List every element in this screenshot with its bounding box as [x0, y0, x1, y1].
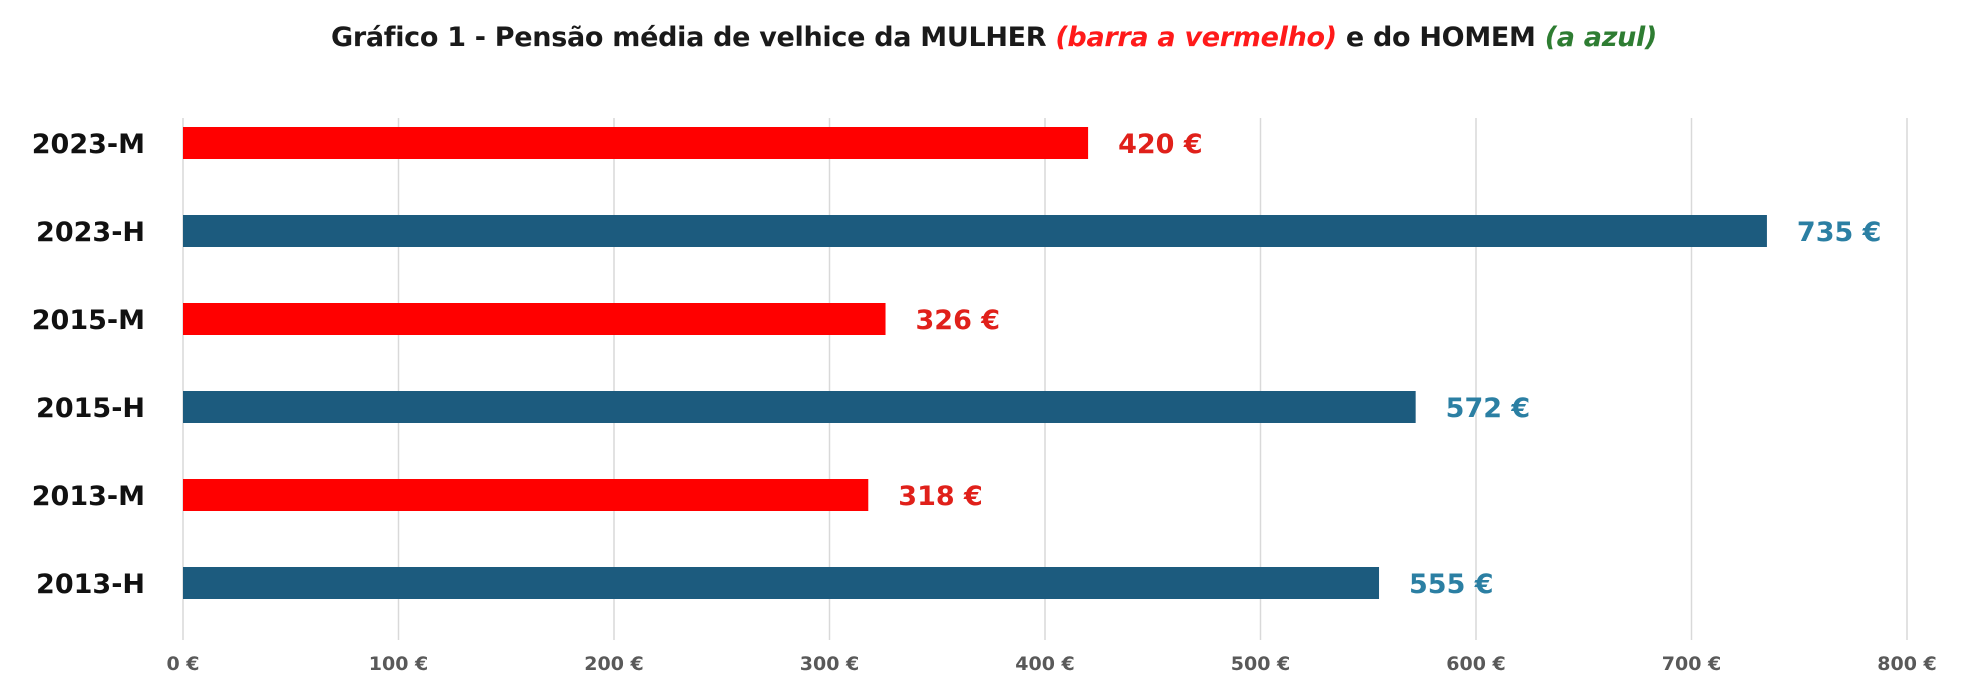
chart-title-homem-note: (a azul) — [1544, 22, 1658, 53]
chart-title: Gráfico 1 - Pensão média de velhice da M… — [0, 22, 1988, 53]
data-label: 555 € — [1409, 569, 1494, 600]
data-label: 572 € — [1446, 393, 1531, 424]
x-tick-label: 500 € — [1231, 653, 1291, 675]
category-label: 2023-M — [32, 129, 145, 160]
bars — [183, 127, 1767, 599]
x-tick-label: 300 € — [800, 653, 860, 675]
chart-title-mulher-note: (barra a vermelho) — [1055, 22, 1337, 53]
value-axis: 0 € 100 € 200 € 300 € 400 € 500 € 600 € 700 € 80… — [166, 653, 1936, 675]
chart-title-main: Gráfico 1 - Pensão média de velhice da M… — [330, 22, 1056, 53]
x-tick-label: 200 € — [584, 653, 644, 675]
data-label: 326 € — [916, 305, 1001, 336]
x-tick-label: 700 € — [1662, 653, 1722, 675]
data-label: 420 € — [1118, 129, 1203, 160]
bar-2023-m — [183, 127, 1089, 159]
x-tick-label: 400 € — [1015, 653, 1075, 675]
bar-2013-m — [183, 479, 869, 511]
bar-2023-h — [183, 215, 1767, 247]
category-label: 2013-H — [36, 569, 145, 600]
x-tick-label: 600 € — [1446, 653, 1506, 675]
gridlines — [182, 118, 1908, 640]
category-label: 2015-H — [36, 393, 145, 424]
bar-2013-h — [183, 567, 1380, 599]
category-label: 2023-H — [36, 217, 145, 248]
bar-2015-h — [183, 391, 1416, 423]
data-label: 318 € — [898, 481, 983, 512]
x-tick-label: 0 € — [166, 653, 199, 675]
chart-title-middle: e do HOMEM — [1336, 22, 1545, 53]
category-label: 2013-M — [32, 481, 145, 512]
x-tick-label: 800 € — [1877, 653, 1937, 675]
data-labels: 420 € 735 € 326 € 572 € 318 € 555 € — [898, 129, 1881, 600]
bar-2015-m — [183, 303, 886, 335]
category-axis: 2023-M 2023-H 2015-M 2015-H 2013-M 2013-H — [32, 129, 145, 600]
category-label: 2015-M — [32, 305, 145, 336]
x-tick-label: 100 € — [369, 653, 429, 675]
data-label: 735 € — [1797, 217, 1882, 248]
